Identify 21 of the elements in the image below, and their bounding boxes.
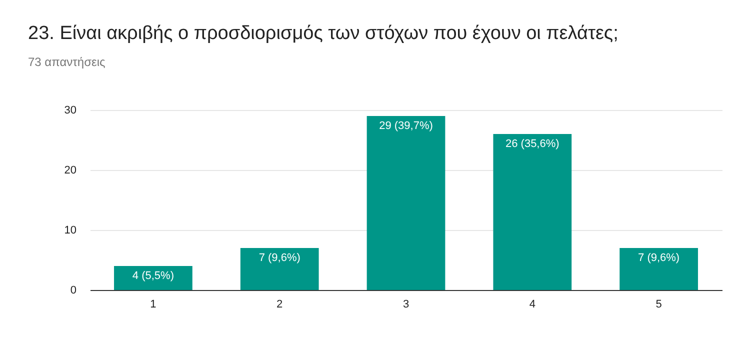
y-tick-label: 0 xyxy=(70,284,76,296)
bar xyxy=(240,248,319,290)
y-tick-label: 10 xyxy=(64,224,76,236)
bar xyxy=(493,134,572,290)
data-label: 4 (5,5%) xyxy=(132,270,174,282)
bar xyxy=(114,266,192,290)
data-label: 7 (9,6%) xyxy=(638,252,680,264)
data-label: 26 (35,6%) xyxy=(505,138,560,150)
x-tick-label: 5 xyxy=(656,298,662,310)
bar xyxy=(620,248,698,290)
y-tick-label: 30 xyxy=(64,104,76,116)
chart-title: 23. Είναι ακριβής ο προσδιορισμός των στόχων που έχουν οι πελάτες; xyxy=(28,23,618,44)
chart-subtitle: 73 απαντήσεις xyxy=(28,55,106,69)
data-label: 7 (9,6%) xyxy=(258,252,300,264)
x-tick-label: 4 xyxy=(529,298,536,310)
x-tick-label: 3 xyxy=(402,298,410,310)
y-tick-label: 20 xyxy=(64,164,76,176)
x-tick-label: 2 xyxy=(276,298,283,310)
bar xyxy=(366,116,446,290)
data-label: 29 (39,7%) xyxy=(379,120,433,132)
x-tick-label: 1 xyxy=(150,298,156,310)
